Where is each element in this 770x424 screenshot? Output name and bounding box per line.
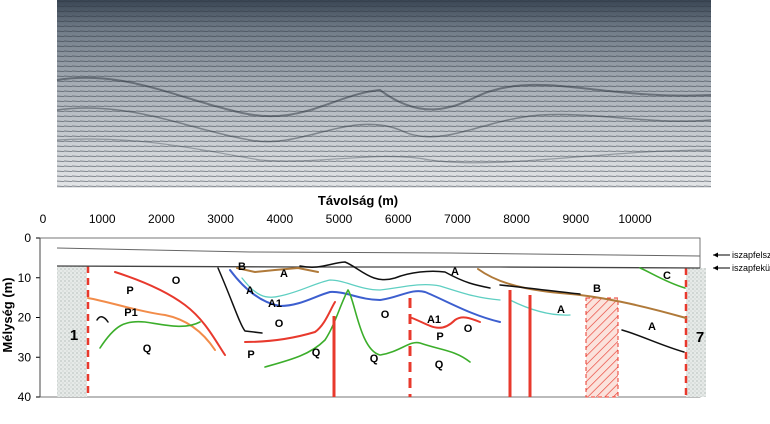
unit-label: P [247, 349, 254, 361]
unit-label: O [381, 309, 390, 321]
y-tick-label: 30 [18, 350, 32, 364]
x-axis-ticks: 0 1000 2000 3000 4000 5000 6000 7000 8000 9000 100… [40, 212, 652, 226]
horizon-cyan-right [509, 299, 571, 316]
seismic-image [56, 0, 712, 188]
well-right-label: 7 [696, 329, 704, 346]
x-tick-label: 9000 [562, 212, 589, 226]
horizon-blue [229, 269, 501, 323]
horizon-red-mid [244, 301, 336, 343]
y-tick-label: 10 [18, 271, 32, 285]
horizon-black-2 [299, 261, 491, 289]
horizon-red-right [411, 316, 481, 329]
unit-label: C [663, 270, 671, 282]
unit-label: P [436, 331, 443, 343]
x-tick-label: 2000 [148, 212, 175, 226]
x-tick-label: 3000 [207, 212, 234, 226]
mud-surface-line [56, 247, 701, 257]
x-tick-label: 10000 [618, 212, 652, 226]
y-tick-label: 40 [18, 390, 32, 404]
well-left-label: 1 [70, 327, 78, 344]
unit-label: A [280, 268, 288, 280]
y-tick-label: 0 [24, 231, 31, 245]
mud-surface-arrowhead [713, 252, 718, 258]
horizon-black-4 [621, 329, 685, 353]
mud-base-line [56, 265, 701, 269]
unit-label: O [172, 275, 181, 287]
horizon-black-1 [217, 267, 263, 334]
y-axis-ticks: 0 10 20 30 40 [18, 231, 40, 404]
unit-label: A [451, 266, 459, 278]
horizon-green-mid [264, 289, 471, 368]
horizon-b-left [236, 267, 319, 273]
well-left-column [57, 266, 87, 397]
x-tick-label: 1000 [89, 212, 116, 226]
unit-label: B [593, 283, 601, 295]
mud-base-arrowhead [713, 265, 718, 271]
unit-label: O [275, 318, 284, 330]
x-tick-label: 4000 [266, 212, 293, 226]
unit-label: A1 [268, 298, 282, 310]
horizon-cyan [241, 277, 501, 301]
unit-label: A [246, 285, 254, 297]
x-tick-label: 6000 [385, 212, 412, 226]
x-axis-title: Távolság (m) [318, 193, 398, 208]
unit-label: O [464, 323, 473, 335]
horizon-green-left [99, 320, 201, 349]
unit-label: A1 [427, 314, 441, 326]
unit-label: Q [435, 359, 444, 371]
horizon-red-left [114, 271, 226, 356]
hatched-zone [585, 297, 619, 398]
horizon-black-3 [499, 284, 581, 295]
horizon-orange-left [87, 297, 216, 351]
x-tick-label: 0 [40, 212, 47, 226]
horizons [87, 261, 687, 368]
unit-label: P1 [124, 307, 137, 319]
legend: iszapfelszín iszapfekü [713, 250, 770, 273]
x-tick-label: 7000 [444, 212, 471, 226]
y-tick-label: 20 [18, 311, 32, 325]
mud-surface-label: iszapfelszín [732, 250, 770, 260]
unit-label: A [557, 304, 565, 316]
well-right-column [686, 268, 706, 397]
horizon-b-right [477, 268, 687, 319]
unit-label: Q [370, 353, 379, 365]
x-tick-label: 8000 [503, 212, 530, 226]
mud-base-label: iszapfekü [732, 263, 770, 273]
horizon-green-right [639, 267, 686, 289]
unit-label: A [648, 321, 656, 333]
unit-label: Q [143, 343, 152, 355]
unit-label: Q [312, 347, 321, 359]
unit-label: B [238, 261, 246, 273]
horizon-black-left [96, 316, 109, 323]
y-axis-title: Mélység (m) [0, 277, 15, 352]
x-tick-label: 5000 [326, 212, 353, 226]
faults [332, 290, 532, 397]
unit-label: P [126, 285, 133, 297]
